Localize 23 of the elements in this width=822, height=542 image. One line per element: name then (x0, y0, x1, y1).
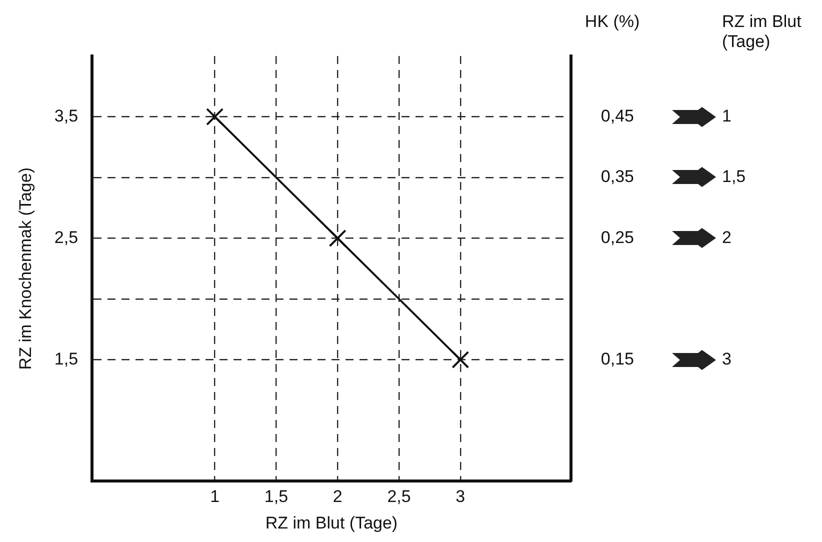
x-tick-label: 3 (456, 487, 466, 506)
y-tick-label: 1,5 (54, 349, 78, 368)
text: 3 (722, 349, 732, 368)
point (206, 108, 224, 126)
x-tick-label: 2 (332, 487, 342, 506)
x-tick-label: 1,5 (264, 487, 288, 506)
x-tick-label: 2,5 (387, 487, 411, 506)
text: 2 (722, 228, 732, 247)
point (328, 229, 346, 248)
y3-axis-title: RZ im Blut (Tage) (722, 12, 802, 52)
text: 1,5 (722, 167, 746, 186)
y-axis-title: RZ im Knochenmak (Tage) (16, 168, 35, 370)
category-label: 0,15 (600, 349, 634, 368)
text: 1 (722, 106, 732, 126)
y-tick-label: 2,5 (54, 228, 78, 247)
x-tick-label: 1 (210, 487, 220, 506)
category-label: 0,25 (600, 228, 634, 247)
y2-axis-title: HK (%) (584, 12, 640, 32)
y-tick-label: 3,5 (54, 106, 78, 126)
point (452, 350, 470, 368)
x-axis-title: RZ im Blut (Tage) (265, 513, 398, 532)
category-label: 0,35 (600, 167, 634, 186)
category-label: 0,45 (600, 106, 634, 126)
